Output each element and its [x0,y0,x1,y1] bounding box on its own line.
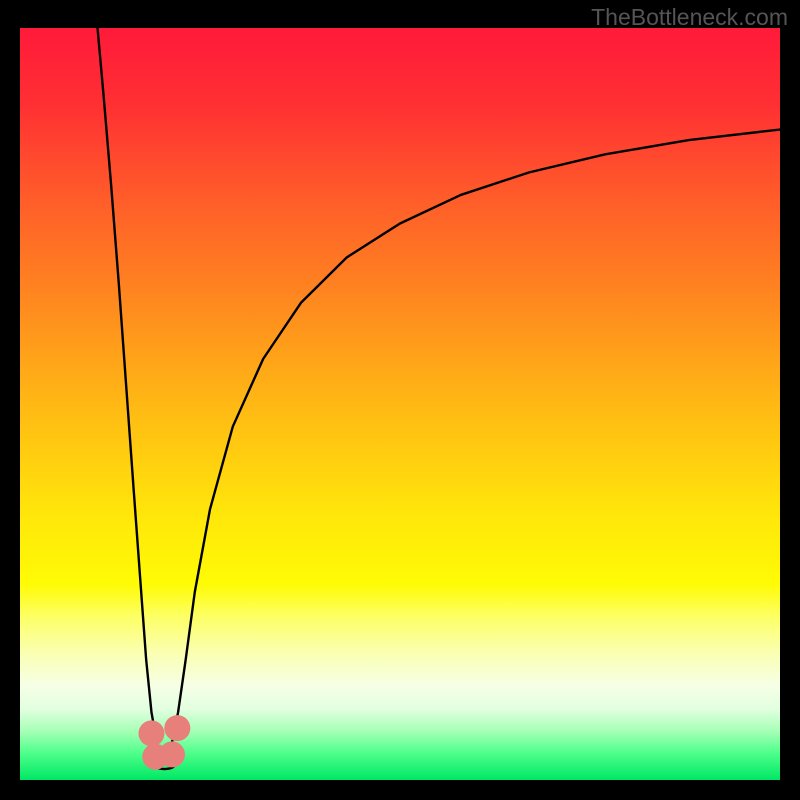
gradient-background [20,28,780,780]
watermark-text: TheBottleneck.com [591,4,788,31]
valley-marker [159,741,185,767]
valley-marker [164,715,190,741]
plot-area [20,28,780,780]
valley-marker [138,720,164,746]
plot-svg [20,28,780,780]
